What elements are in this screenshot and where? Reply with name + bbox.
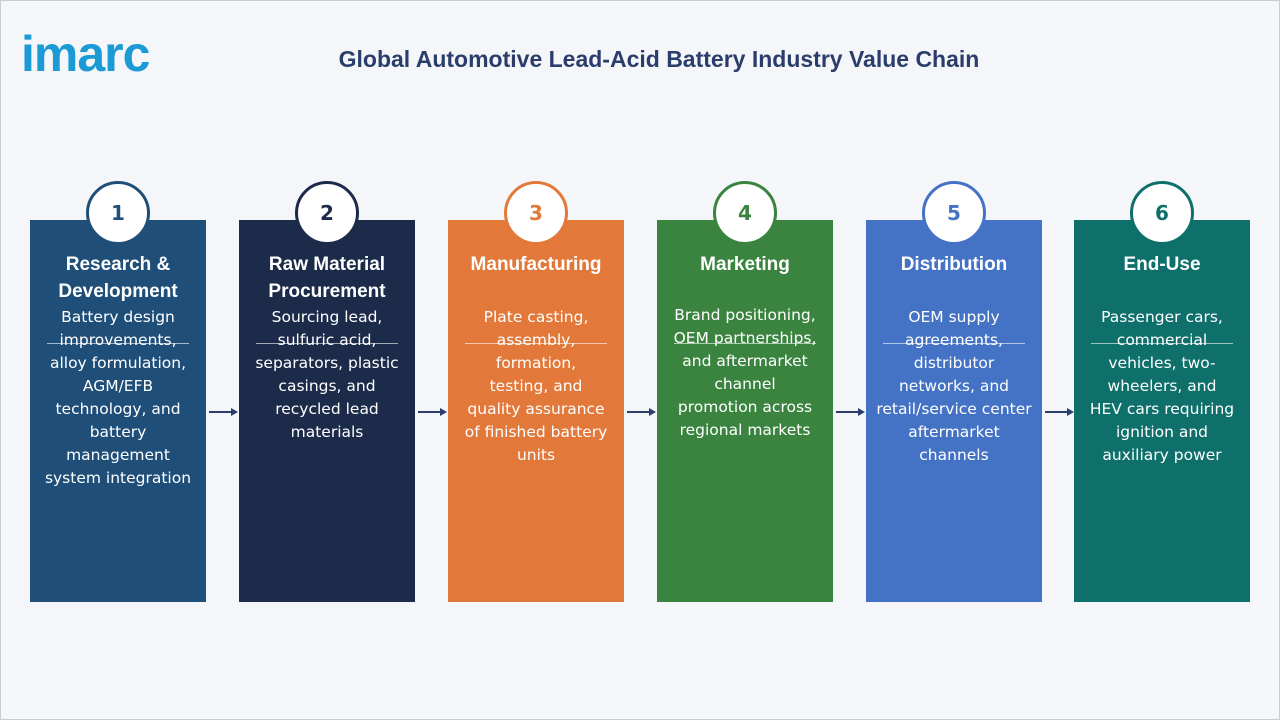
stage-title: Distribution bbox=[900, 254, 1008, 275]
stage-description: Battery design bbox=[61, 308, 175, 326]
stage-description: agreements, bbox=[905, 330, 1003, 349]
stage-description: quality assurance bbox=[467, 399, 605, 418]
stage-description: retail/service center bbox=[876, 399, 1032, 418]
stage-description: regional markets bbox=[679, 421, 811, 439]
stage-title: Research & bbox=[65, 254, 171, 275]
stage-description: casings, and bbox=[278, 377, 376, 395]
stage-description: testing, and bbox=[489, 376, 583, 395]
stage-description: promotion across bbox=[677, 398, 813, 416]
divider bbox=[465, 343, 607, 344]
stage-description: Brand positioning, bbox=[674, 306, 816, 324]
stage-description: management bbox=[66, 446, 170, 464]
stage-description: channels bbox=[919, 445, 989, 464]
stage-title: Development bbox=[58, 281, 178, 302]
stage-card bbox=[657, 220, 833, 602]
stage-description: Passenger cars, bbox=[1101, 307, 1223, 326]
arrow-icon bbox=[418, 408, 447, 416]
arrow-icon bbox=[209, 408, 238, 416]
divider bbox=[256, 343, 398, 344]
arrow bbox=[836, 403, 866, 416]
stage-card bbox=[1074, 220, 1250, 602]
divider bbox=[1091, 343, 1233, 344]
stage-description: OEM partnerships, bbox=[673, 329, 817, 347]
stage-description: technology, and bbox=[55, 400, 181, 418]
page-title: Global Automotive Lead-Acid Battery Indu… bbox=[338, 46, 980, 72]
stage-description: battery bbox=[89, 423, 147, 441]
stage-description: system integration bbox=[44, 469, 192, 487]
stage-description: separators, plastic bbox=[255, 354, 399, 372]
stage-description: Sourcing lead, bbox=[271, 308, 383, 326]
stage-title: Raw Material bbox=[268, 254, 386, 275]
stage-description: channel bbox=[714, 375, 776, 393]
stage-description: commercial bbox=[1116, 330, 1208, 349]
stage-description: ignition and bbox=[1115, 422, 1209, 441]
stage-description: assembly, bbox=[496, 330, 576, 349]
arrow-icon bbox=[627, 408, 656, 416]
stage-number: 3 bbox=[504, 181, 568, 245]
stage-description: Plate casting, bbox=[483, 307, 589, 326]
stage-number: 2 bbox=[295, 181, 359, 245]
stage-number: 4 bbox=[713, 181, 777, 245]
stage-card bbox=[30, 220, 206, 602]
stage-number: 5 bbox=[922, 181, 986, 245]
stage-description: units bbox=[516, 445, 556, 464]
stage-title: Manufacturing bbox=[470, 254, 602, 275]
arrow bbox=[1045, 403, 1075, 416]
stage-description: materials bbox=[290, 423, 364, 441]
stage-description: networks, and bbox=[898, 376, 1010, 395]
stage-description: distributor bbox=[913, 353, 995, 372]
stage-number: 6 bbox=[1130, 181, 1194, 245]
stage-description: HEV cars requiring bbox=[1089, 399, 1235, 418]
stage-description: alloy formulation, bbox=[49, 354, 187, 372]
arrow-icon bbox=[836, 408, 865, 416]
stage-description: AGM/EFB bbox=[82, 377, 154, 395]
logo: imarc bbox=[21, 26, 150, 82]
stage-title: End-Use bbox=[1123, 254, 1201, 275]
stage-title: Marketing bbox=[700, 254, 790, 275]
divider bbox=[47, 343, 189, 344]
stage-card bbox=[866, 220, 1042, 602]
arrow bbox=[627, 403, 657, 416]
stage-description: OEM supply bbox=[908, 307, 1000, 326]
stage-description: recycled lead bbox=[275, 400, 379, 418]
arrow bbox=[209, 403, 239, 416]
stage-number: 1 bbox=[86, 181, 150, 245]
divider bbox=[674, 343, 816, 344]
stage-description: improvements, bbox=[59, 331, 177, 349]
arrow bbox=[418, 403, 448, 416]
stage-description: wheelers, and bbox=[1107, 376, 1217, 395]
stage-card bbox=[448, 220, 624, 602]
stage-description: vehicles, two- bbox=[1108, 353, 1216, 372]
stage-description: sulfuric acid, bbox=[277, 331, 377, 349]
arrow-icon bbox=[1045, 408, 1074, 416]
divider bbox=[883, 343, 1025, 344]
stage-description: aftermarket bbox=[908, 422, 1000, 441]
stage-description: and aftermarket bbox=[682, 352, 808, 370]
stage-title: Procurement bbox=[268, 281, 386, 302]
stage-card bbox=[239, 220, 415, 602]
stage-description: formation, bbox=[495, 353, 577, 372]
stage-description: of finished battery bbox=[464, 422, 608, 441]
stage-description: auxiliary power bbox=[1102, 445, 1222, 464]
